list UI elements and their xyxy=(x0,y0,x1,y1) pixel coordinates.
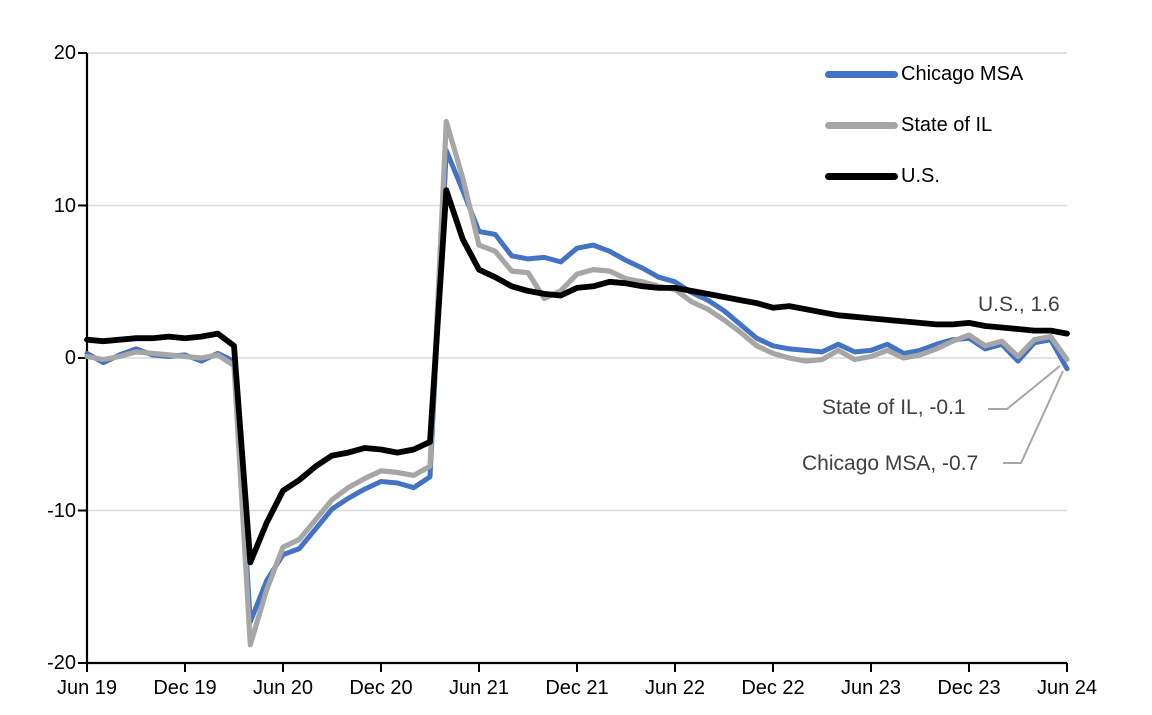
legend-line-state-of-il xyxy=(825,122,898,129)
legend-item-chicago-msa: Chicago MSA xyxy=(825,49,1023,100)
y-tick-label: 10 xyxy=(53,194,76,217)
annotation-state-of-il-end-value: State of IL, -0.1 xyxy=(822,396,966,419)
y-tick-label: -10 xyxy=(47,499,76,522)
legend-line-us xyxy=(825,173,898,180)
y-tick-label: -20 xyxy=(47,652,76,674)
x-tick-label: Dec 21 xyxy=(545,677,609,699)
x-tick-label: Dec 22 xyxy=(741,677,805,699)
legend-item-state-of-il: State of IL xyxy=(825,100,1023,151)
y-tick-label: 20 xyxy=(53,42,76,64)
x-tick-label: Jun 21 xyxy=(448,677,510,699)
y-tick-label: 0 xyxy=(64,347,76,369)
legend-line-chicago-msa xyxy=(825,71,898,78)
x-tick-label: Dec 23 xyxy=(937,677,1001,699)
legend-label-us: U.S. xyxy=(901,165,940,187)
legend: Chicago MSA State of IL U.S. xyxy=(825,49,1023,202)
series-line-u-s xyxy=(84,187,1070,566)
x-tick-label: Jun 23 xyxy=(840,677,902,699)
leader-line-chicago-msa xyxy=(1003,370,1064,464)
x-tick-label: Dec 19 xyxy=(153,677,217,699)
annotation-chicago-msa-end-value: Chicago MSA, -0.7 xyxy=(802,452,979,475)
x-tick-label: Jun 22 xyxy=(644,677,706,699)
series-line-state-of-il xyxy=(84,118,1070,648)
x-tick-label: Jun 19 xyxy=(56,677,118,699)
x-tick-label: Jun 20 xyxy=(252,677,314,699)
legend-item-us: U.S. xyxy=(825,151,1023,202)
legend-label-state-of-il: State of IL xyxy=(901,114,993,136)
legend-label-chicago-msa: Chicago MSA xyxy=(901,63,1024,85)
x-tick-label: Dec 20 xyxy=(349,677,413,699)
x-tick-label: Jun 24 xyxy=(1036,677,1098,699)
annotation-us-end-value: U.S., 1.6 xyxy=(978,293,1060,316)
leader-line-state-of-il xyxy=(988,365,1061,410)
